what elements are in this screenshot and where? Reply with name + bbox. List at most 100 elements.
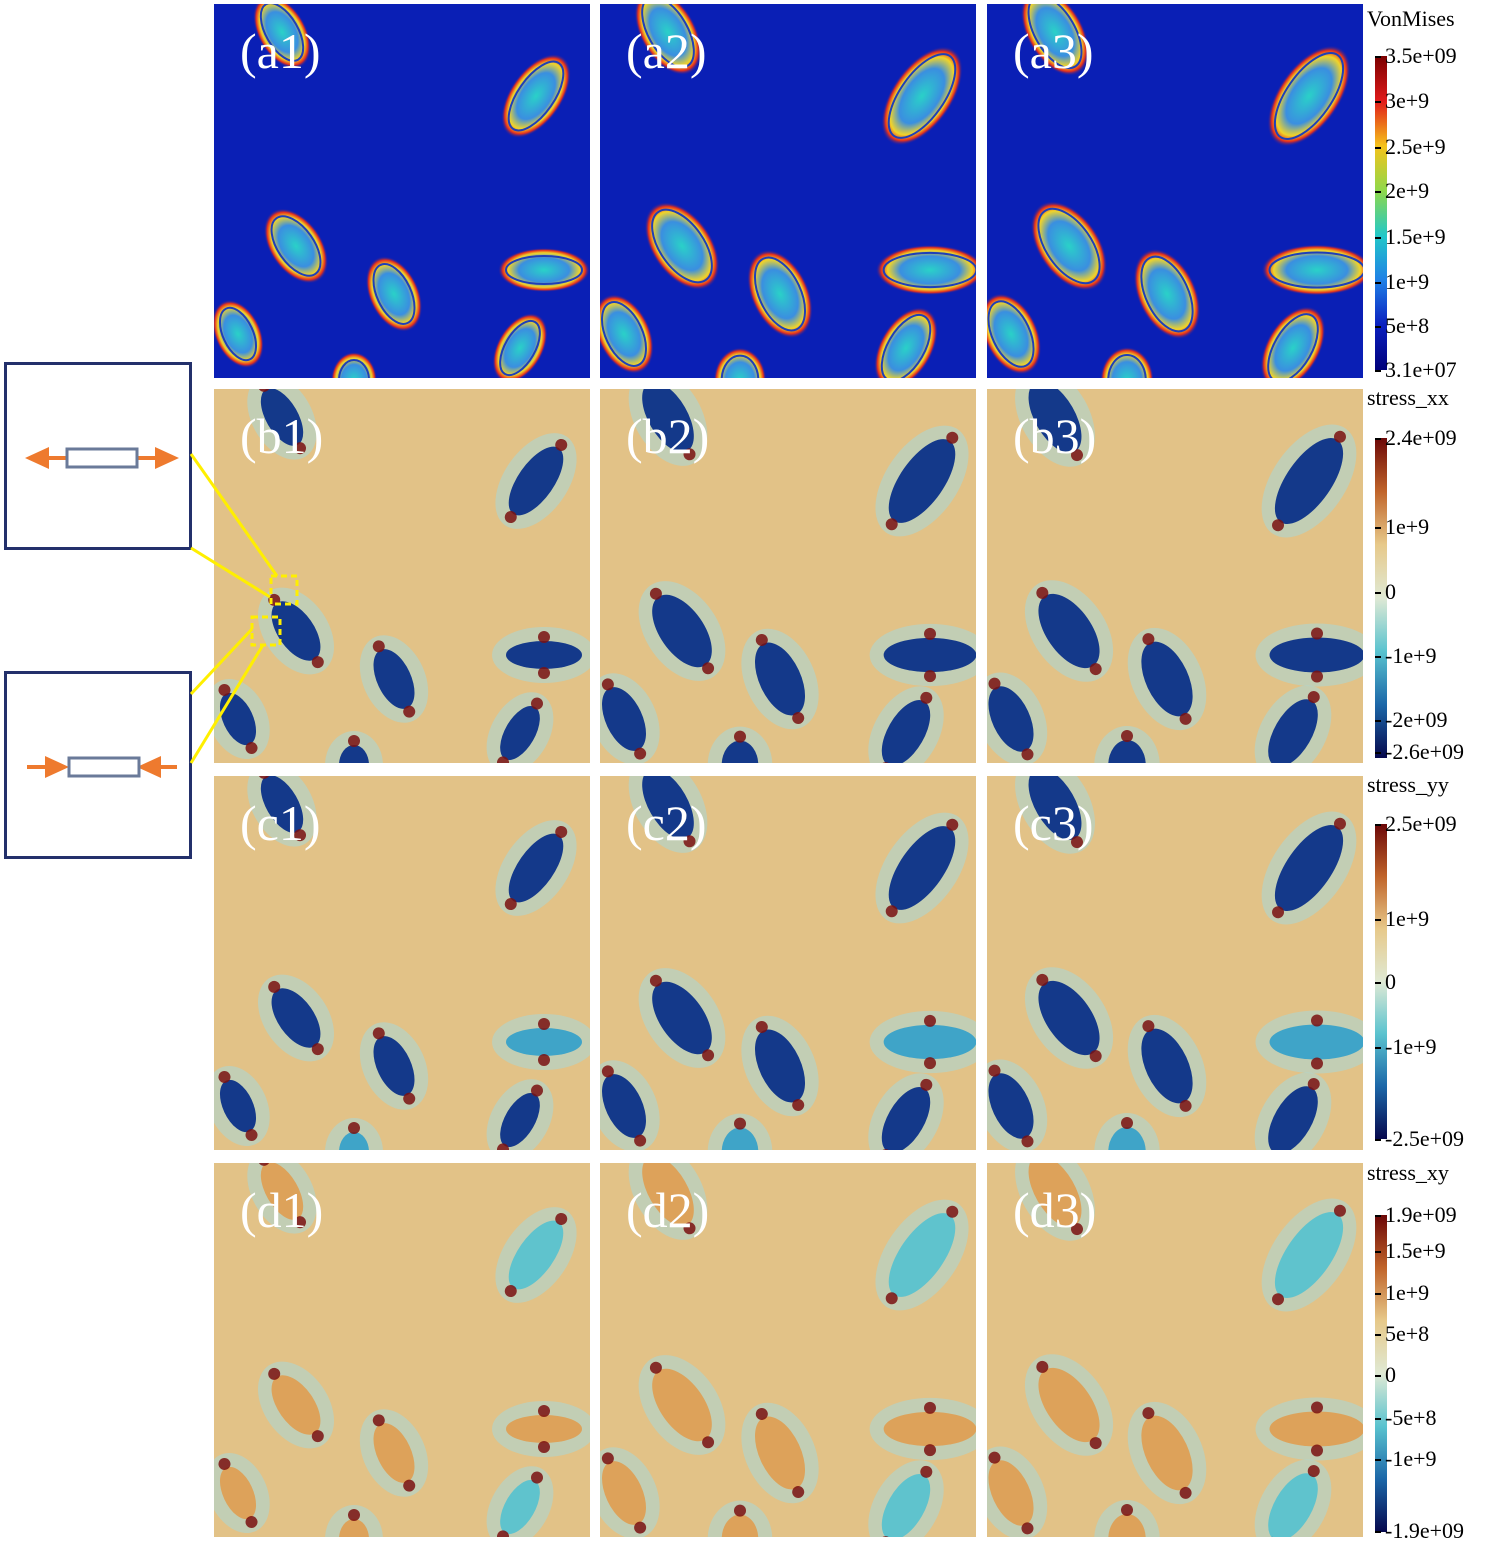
connector-line — [189, 453, 279, 577]
inclusion — [600, 1060, 660, 1150]
colorbar-tick-label: 3e+9 — [1385, 88, 1430, 113]
panel-label-b2: (b2) — [626, 408, 710, 464]
inclusion — [1094, 1113, 1160, 1150]
panel-c2: (c2) — [600, 776, 976, 1150]
colorbar-tick-label: -2e+09 — [1385, 707, 1448, 732]
inclusion — [875, 1199, 969, 1311]
inclusion — [257, 1361, 335, 1449]
inclusion — [501, 53, 571, 139]
inclusion — [492, 313, 548, 378]
panel-c3: (c3) — [987, 776, 1363, 1150]
inclusion — [628, 776, 708, 853]
colorbar-tick — [1375, 1375, 1381, 1377]
colorbar-tick — [1375, 101, 1381, 103]
inclusion — [247, 1163, 317, 1234]
inclusion — [359, 1022, 429, 1110]
legend-title: stress_yy — [1367, 772, 1449, 797]
inclusion — [868, 1073, 944, 1150]
inclusion — [1261, 811, 1357, 925]
panel-label-c1: (c1) — [240, 795, 321, 851]
colorbar-tick — [1375, 237, 1381, 239]
inclusion — [868, 686, 944, 763]
panel-label-a1: (a1) — [240, 23, 321, 79]
inclusion — [1261, 244, 1363, 296]
inclusion — [644, 201, 720, 291]
colorbar-tick-label: -1e+9 — [1385, 1446, 1437, 1471]
inclusion — [638, 1355, 726, 1455]
inclusion — [600, 673, 660, 763]
legend-stress-yy: stress_yy 2.5e+09 1e+9 0 -1e+9 -2.5e+09 — [1365, 0, 1505, 1547]
panel-a3: (a3) — [987, 4, 1363, 378]
inclusion — [325, 1505, 383, 1537]
legend-title: stress_xy — [1367, 1160, 1449, 1185]
inclusion — [214, 1453, 270, 1533]
colorbar-tick-label: 5e+8 — [1385, 1321, 1430, 1346]
colorbar-tick — [1375, 1531, 1381, 1533]
inclusion — [628, 389, 708, 466]
inclusion — [257, 974, 335, 1062]
inclusion — [875, 244, 976, 296]
panel-label-b1: (b1) — [240, 408, 324, 464]
arrow-right-icon — [155, 447, 179, 469]
colorbar-tick — [1375, 1047, 1381, 1049]
inclusion — [741, 1015, 819, 1117]
inclusion — [868, 1460, 944, 1537]
inclusion — [1255, 1010, 1363, 1074]
colorbar-tick-label: 1.5e+9 — [1385, 224, 1446, 249]
arrow-right-icon — [45, 756, 69, 778]
colorbar-tick — [1375, 982, 1381, 984]
colorbar-tick-label: 2e+9 — [1385, 178, 1430, 203]
colorbar-tick — [1375, 592, 1381, 594]
connector-line — [190, 546, 271, 599]
inclusion — [874, 307, 938, 378]
inclusion — [1127, 1401, 1207, 1505]
colorbar-tick — [1375, 282, 1381, 284]
colorbar-tick-label: 2.5e+09 — [1385, 811, 1457, 836]
colorbar-tick — [1375, 191, 1381, 193]
colorbar-tick — [1375, 919, 1381, 921]
colorbar-tick-label: -1e+9 — [1385, 643, 1437, 668]
inclusion — [492, 627, 590, 683]
inclusion — [359, 635, 429, 723]
panel-label-c2: (c2) — [626, 795, 707, 851]
colorbar-tick — [1375, 1139, 1381, 1141]
compression-inset — [4, 671, 192, 859]
panel-a1: (a1) — [214, 4, 590, 378]
inclusion — [869, 1397, 976, 1461]
colorbar-tick-label: -5e+8 — [1385, 1405, 1437, 1430]
inclusion — [1030, 201, 1108, 291]
colorbar-tick — [1375, 438, 1381, 440]
inclusion — [492, 1401, 590, 1457]
inclusion — [707, 1500, 773, 1537]
colorbar-tick — [1375, 370, 1381, 372]
colorbar-tick-label: -2.5e+09 — [1385, 1126, 1464, 1151]
panel-label-a2: (a2) — [626, 23, 707, 79]
panel-label-d1: (d1) — [240, 1182, 324, 1238]
panel-c1: (c1) — [214, 776, 590, 1150]
inclusion — [253, 4, 311, 69]
inclusion — [1024, 1354, 1114, 1456]
inclusion — [214, 1066, 270, 1146]
inclusion — [1127, 1014, 1207, 1118]
colorbar-tick-label: 1.5e+9 — [1385, 1238, 1446, 1263]
inclusion — [495, 433, 577, 529]
colorbar — [1375, 824, 1387, 1139]
panel-d1: (d1) — [214, 1163, 590, 1537]
compression-arrows — [27, 756, 177, 778]
inclusion — [325, 1118, 383, 1150]
inclusion — [495, 820, 577, 916]
inclusion — [486, 692, 554, 763]
tension-region-box — [269, 574, 299, 606]
inclusion — [486, 1466, 554, 1537]
colorbar-tick-label: 0 — [1385, 1362, 1396, 1387]
colorbar-tick — [1375, 720, 1381, 722]
inclusion — [486, 1079, 554, 1150]
colorbar-tick — [1375, 1251, 1381, 1253]
colorbar-tick — [1375, 1334, 1381, 1336]
colorbar-tick — [1375, 1459, 1381, 1461]
inclusion — [1024, 967, 1114, 1069]
panel-label-d2: (d2) — [626, 1182, 710, 1238]
inclusion — [263, 208, 329, 284]
inclusion — [875, 812, 969, 924]
